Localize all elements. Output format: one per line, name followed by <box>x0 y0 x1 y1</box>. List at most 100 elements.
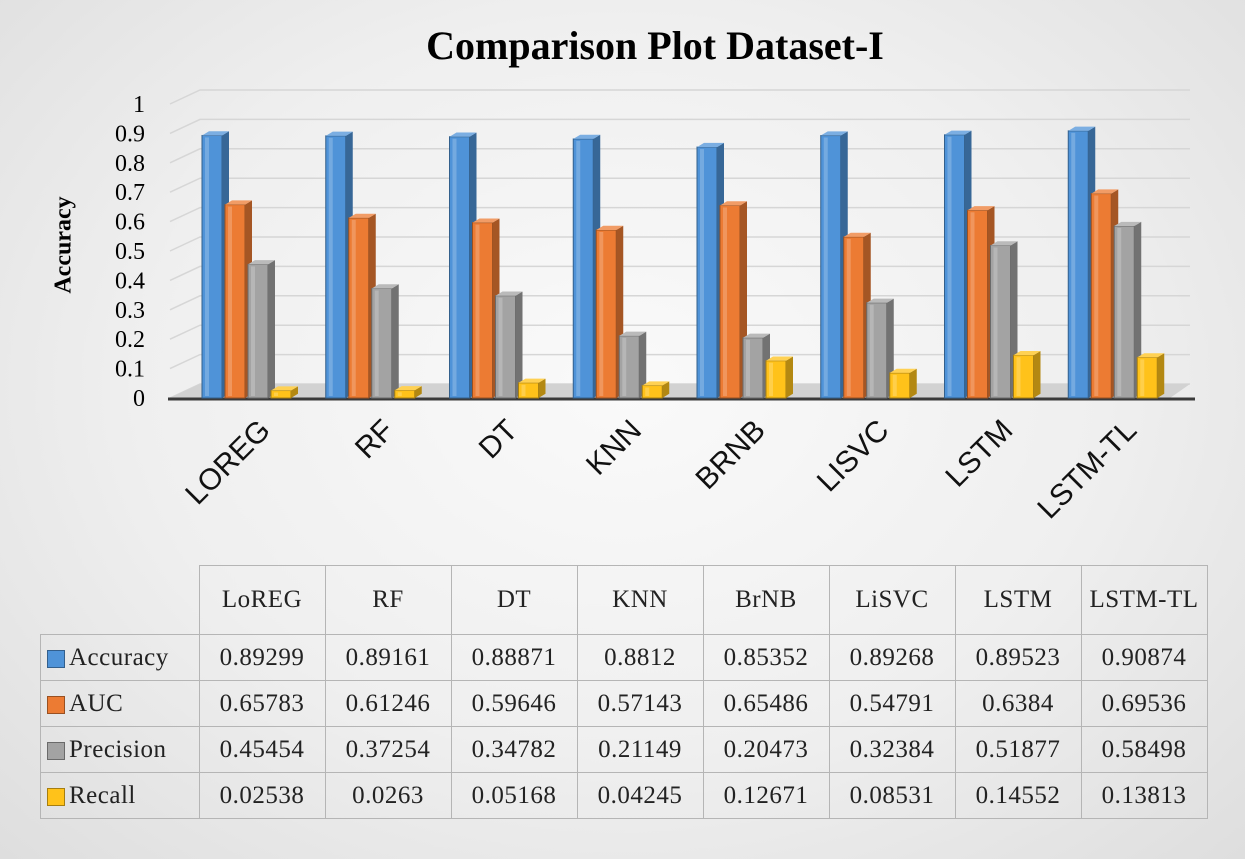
y-tick-label: 0.4 <box>115 268 145 294</box>
table-cell: 0.85352 <box>702 634 830 681</box>
legend-label: Precision <box>69 735 167 763</box>
bar-precision-lisvc <box>866 298 894 399</box>
x-category-label: BRNB <box>690 414 772 496</box>
x-category-label: LSTM-TL <box>1031 414 1143 526</box>
legend-swatch <box>47 741 65 760</box>
bar-recall-lstm-tl <box>1136 353 1165 399</box>
bar-precision-lstm-tl <box>1113 221 1142 399</box>
y-tick-label: 0.2 <box>115 327 145 353</box>
gridline <box>169 177 1190 193</box>
gridline <box>169 265 1190 282</box>
table-cell: 0.8812 <box>576 634 704 681</box>
table-cell: 0.0263 <box>324 772 452 819</box>
bar-recall-dt <box>518 378 546 399</box>
legend-entry: Precision <box>40 726 200 773</box>
table-cell: 0.12671 <box>702 772 830 819</box>
bar-auc-brnb <box>719 201 747 399</box>
table-cell: 0.6384 <box>954 680 1082 727</box>
gridline <box>169 295 1190 311</box>
table-header-cell: LoREG <box>198 565 326 635</box>
chart-floor <box>168 384 1195 401</box>
table-cell: 0.20473 <box>702 726 830 773</box>
x-category-label: RF <box>349 414 401 466</box>
table-cell: 0.88871 <box>450 634 578 681</box>
table-cell: 0.89268 <box>828 634 956 681</box>
legend-swatch <box>47 649 65 668</box>
y-tick-label: 0 <box>133 386 145 412</box>
y-tick-label: 0.8 <box>115 151 145 177</box>
bar-precision-lstm <box>990 241 1018 399</box>
table-row: Precision 0.45454 0.37254 0.34782 0.21149 0.2… <box>40 726 1208 773</box>
y-tick-label: 0.6 <box>115 210 145 236</box>
table-header-cell: KNN <box>576 565 704 635</box>
bar-recall-knn <box>641 381 670 399</box>
table-row: Recall 0.02538 0.0263 0.05168 0.04245 0.12671… <box>40 772 1208 819</box>
table-cell: 0.08531 <box>828 772 956 819</box>
bar-auc-dt <box>472 218 500 399</box>
table-cell: 0.59646 <box>450 680 578 727</box>
table-header-cell: BrNB <box>702 565 830 635</box>
bar-chart: 0 0.1 0.2 0.3 0.4 0.5 0.6 0.7 0.8 0.9 1 LOREG RF DT K… <box>115 89 1195 526</box>
gridline <box>169 236 1190 252</box>
legend-label: Accuracy <box>69 643 169 671</box>
x-category-label: LSTM <box>939 414 1019 494</box>
table-cell: 0.89161 <box>324 634 452 681</box>
table-cell: 0.61246 <box>324 680 452 727</box>
table-header-row: LoREG RF DT KNN BrNB LiSVC LSTM LSTM-TL <box>41 565 1208 635</box>
table-cell: 0.14552 <box>954 772 1082 819</box>
table-cell: 0.21149 <box>576 726 704 773</box>
table-cell: 0.54791 <box>828 680 956 727</box>
legend-swatch <box>47 787 65 806</box>
table-cell: 0.65486 <box>702 680 830 727</box>
chart-title: Comparison Plot Dataset-I <box>426 23 884 68</box>
y-tick-label: 0.7 <box>115 180 145 206</box>
table-row: Accuracy 0.89299 0.89161 0.88871 0.8812 0.853… <box>40 634 1208 681</box>
y-tick-label: 0.3 <box>115 298 145 324</box>
gridline <box>169 324 1190 340</box>
bars <box>201 126 1165 399</box>
table-cell: 0.32384 <box>828 726 956 773</box>
table-header-cell: RF <box>324 565 452 635</box>
x-category-label: KNN <box>580 414 648 482</box>
legend-label: Recall <box>69 781 136 809</box>
legend-entry: Accuracy <box>40 634 200 681</box>
bar-recall-brnb <box>765 356 793 399</box>
table-cell: 0.13813 <box>1080 772 1208 819</box>
table-cell: 0.90874 <box>1080 634 1208 681</box>
bar-precision-knn <box>618 331 647 399</box>
table-header-cell: DT <box>450 565 578 635</box>
gridlines <box>169 89 1190 399</box>
bar-precision-loreg <box>247 260 275 399</box>
gridline <box>169 89 1190 105</box>
bar-precision-dt <box>495 291 523 399</box>
x-category-label: LOREG <box>179 414 277 512</box>
y-tick-label: 0.9 <box>115 121 145 147</box>
bar-precision-rf <box>371 284 399 399</box>
table-cell: 0.04245 <box>576 772 704 819</box>
table-cell: 0.58498 <box>1080 726 1208 773</box>
gridline <box>169 206 1190 223</box>
legend-label: AUC <box>69 689 124 717</box>
table-row: AUC 0.65783 0.61246 0.59646 0.57143 0.65486 0.… <box>40 680 1208 727</box>
y-tick-label: 0.1 <box>115 357 145 383</box>
floor-plane <box>170 384 1190 398</box>
gridline <box>169 148 1190 164</box>
y-axis-ticks: 0 0.1 0.2 0.3 0.4 0.5 0.6 0.7 0.8 0.9 1 <box>115 92 145 412</box>
bar-recall-lstm <box>1013 351 1041 399</box>
table-header-cell: LiSVC <box>828 565 956 635</box>
bar-precision-brnb <box>742 333 770 399</box>
table-header-cell: LSTM-TL <box>1080 565 1208 635</box>
data-table: LoREG RF DT KNN BrNB LiSVC LSTM LSTM-TL Accuracy… <box>40 565 1208 819</box>
x-category-label: DT <box>473 414 525 466</box>
table-cell: 0.51877 <box>954 726 1082 773</box>
table-cell: 0.69536 <box>1080 680 1208 727</box>
legend-entry: Recall <box>40 772 200 819</box>
table-cell: 0.02538 <box>198 772 326 819</box>
table-header-cell: LSTM <box>954 565 1082 635</box>
legend-swatch <box>47 695 65 714</box>
table-cell: 0.34782 <box>450 726 578 773</box>
gridline <box>169 118 1190 135</box>
x-category-label: LISVC <box>811 414 896 499</box>
bar-recall-loreg <box>270 386 298 399</box>
table-corner <box>41 566 200 635</box>
